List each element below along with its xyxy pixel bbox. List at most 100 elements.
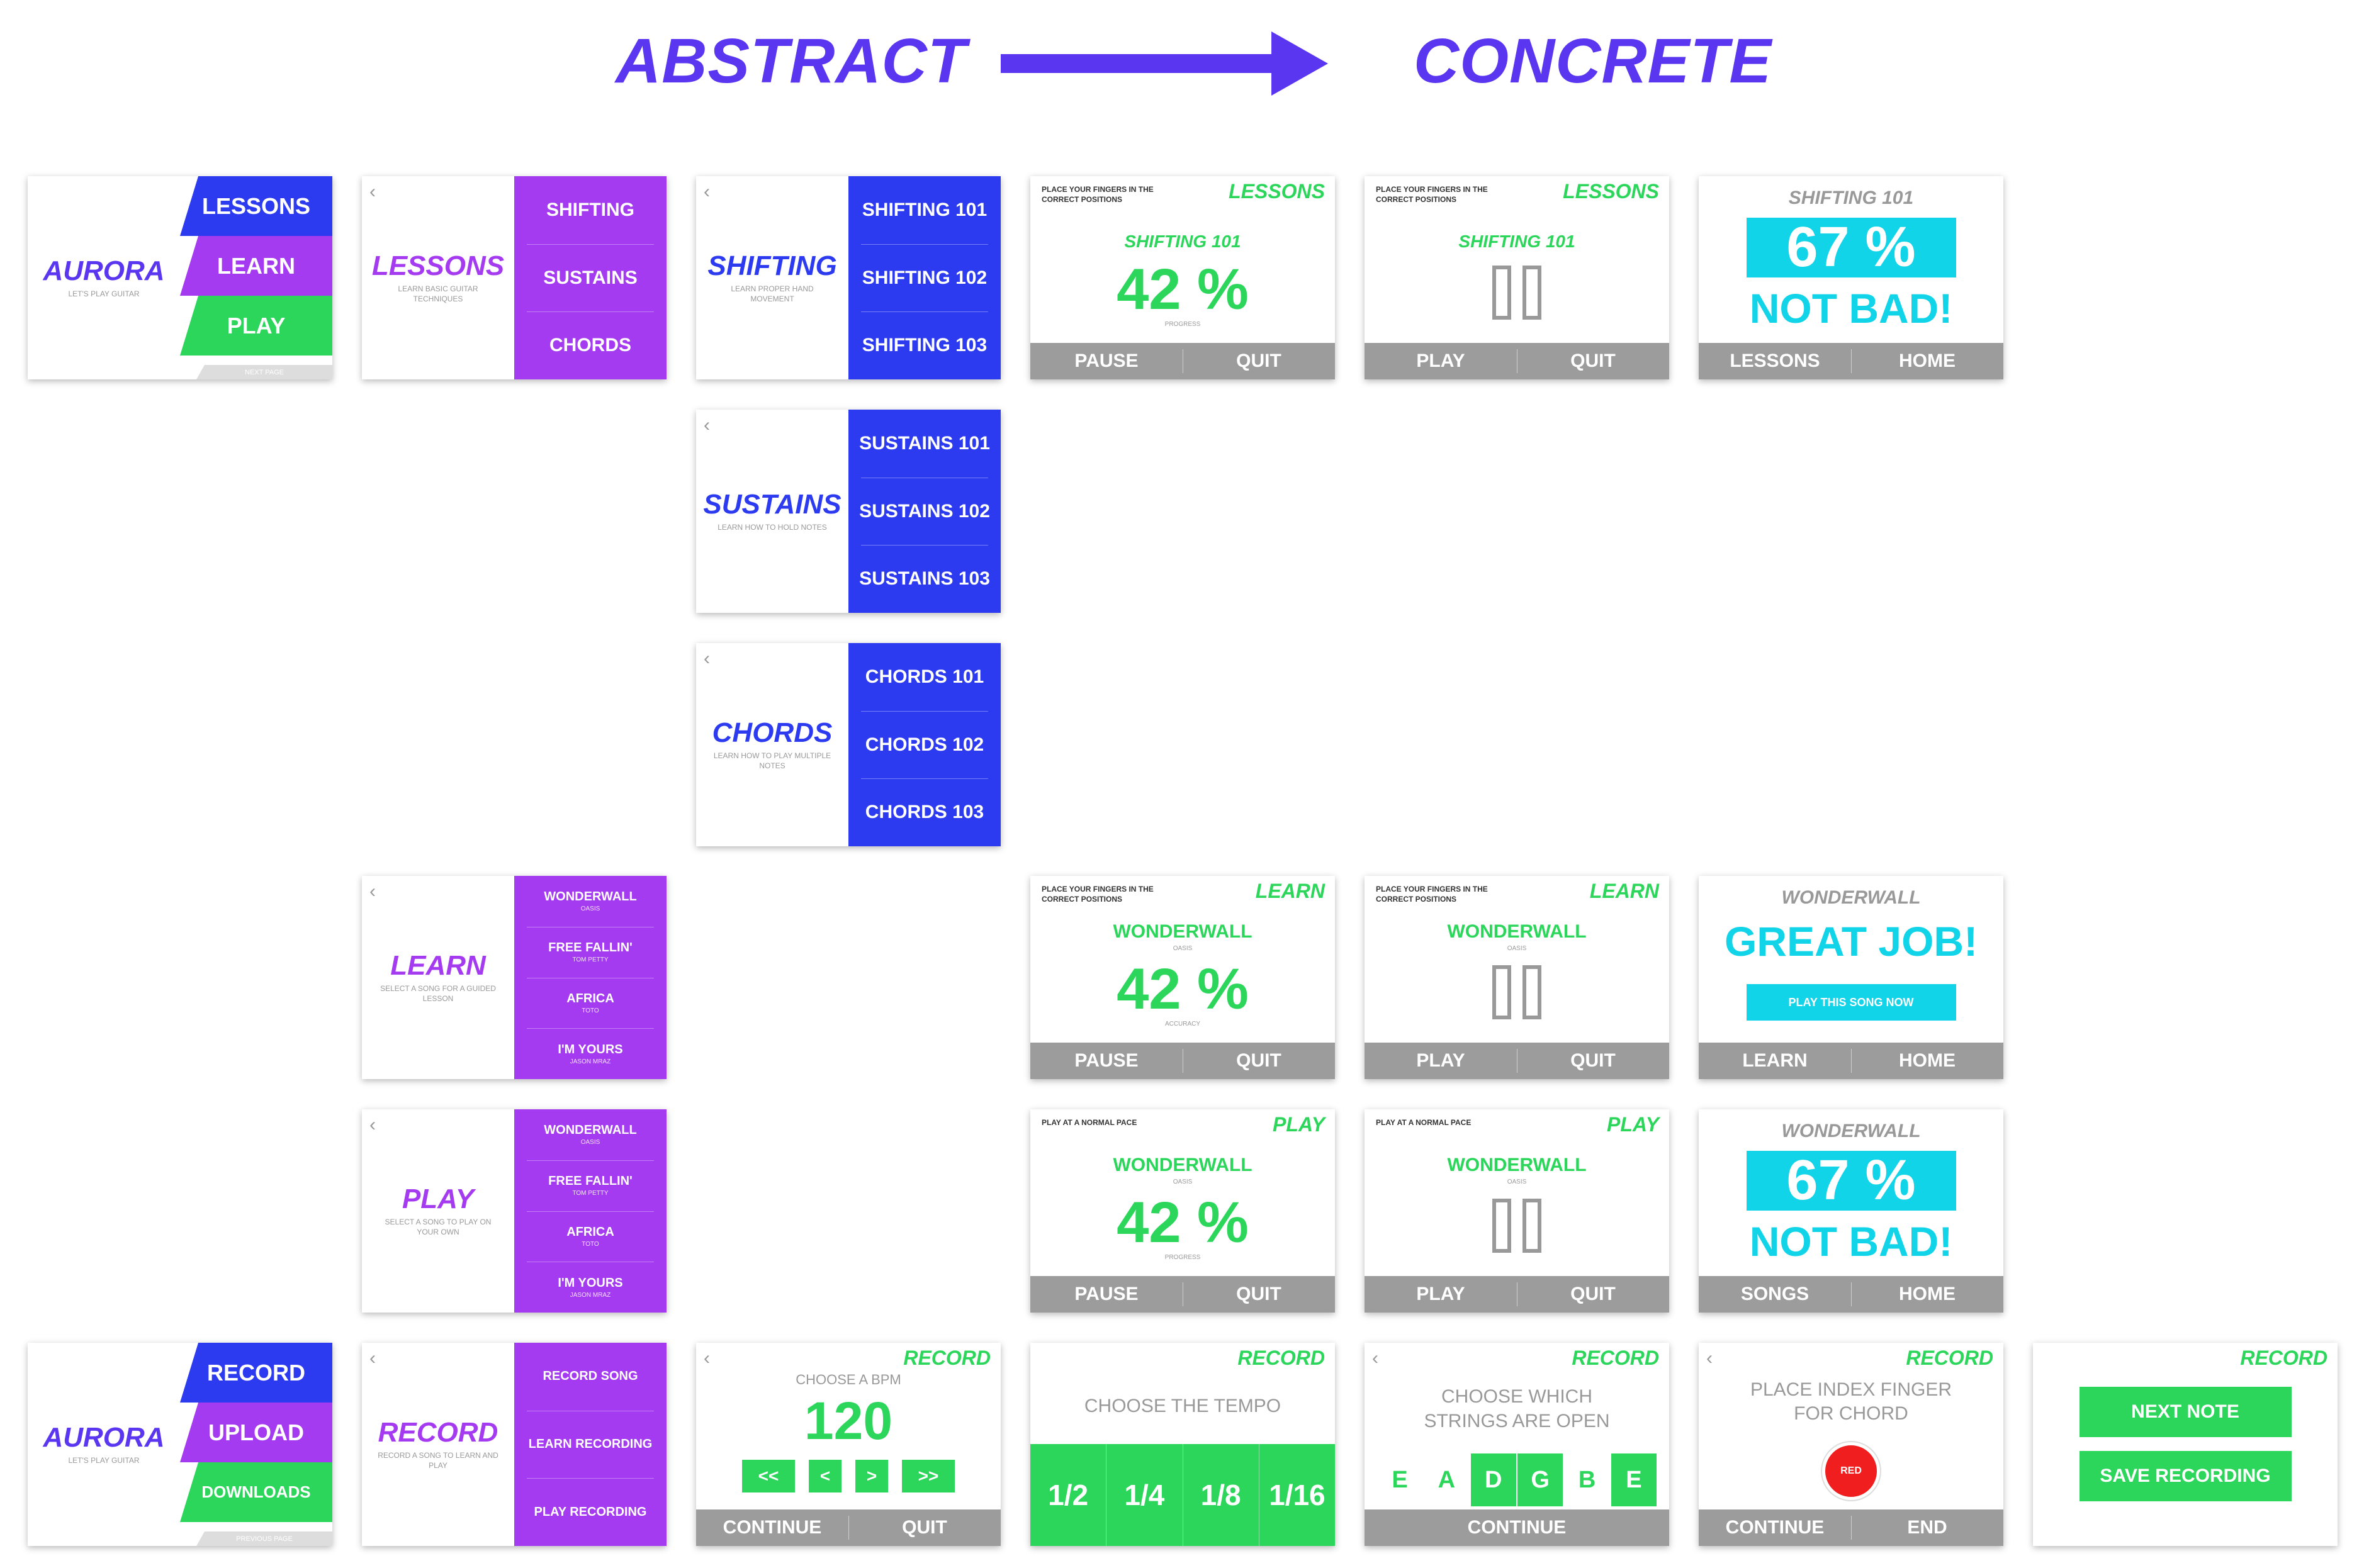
lessons-button[interactable]: LESSONS — [1730, 350, 1820, 371]
pause-button[interactable]: PAUSE — [1074, 1050, 1139, 1071]
fast-back-button[interactable]: << — [742, 1460, 795, 1492]
back-icon[interactable]: ‹ — [704, 1348, 710, 1369]
string-toggle[interactable]: B — [1578, 1466, 1596, 1493]
mode-tag: PLAY — [1607, 1113, 1659, 1136]
menu-item[interactable]: CHORDS 101 — [865, 666, 984, 687]
accuracy-value: 42 % — [1117, 957, 1249, 1021]
menu-item[interactable]: SHIFTING 103 — [848, 311, 1001, 379]
song-item[interactable]: WONDERWALL OASIS — [544, 890, 637, 913]
menu-item-chords[interactable]: CHORDS — [514, 311, 667, 379]
song-item[interactable]: FREE FALLIN' TOM PETTY — [514, 1160, 667, 1211]
play-button[interactable]: PLAY — [180, 296, 332, 356]
quit-button[interactable]: QUIT — [1517, 343, 1669, 379]
song-item[interactable]: AFRICA TOTO — [514, 977, 667, 1029]
quit-button[interactable]: QUIT — [1183, 343, 1335, 379]
menu-item[interactable]: SHIFTING 101 — [862, 199, 988, 220]
previous-page-button[interactable]: PREVIOUS PAGE — [196, 1532, 332, 1546]
string-toggle[interactable]: E — [1611, 1453, 1657, 1506]
song-item[interactable]: FREE FALLIN' TOM PETTY — [514, 926, 667, 978]
back-icon[interactable]: ‹ — [369, 1348, 376, 1369]
instruction-text: PLACE YOUR FINGERS IN THE CORRECT POSITI… — [1376, 885, 1488, 904]
instruction-text: PLAY AT A NORMAL PACE — [1042, 1118, 1137, 1127]
learn-button[interactable]: LEARN — [1742, 1050, 1808, 1071]
play-recording-item[interactable]: PLAY RECORDING — [514, 1478, 667, 1546]
string-toggle[interactable]: A — [1438, 1466, 1456, 1493]
record-button[interactable]: RECORD — [180, 1343, 332, 1403]
lesson-result-screen: SHIFTING 101 67 % NOT BAD! LESSONS HOME — [1699, 176, 2003, 379]
back-icon[interactable]: ‹ — [369, 1114, 376, 1135]
song-item[interactable]: WONDERWALL OASIS — [544, 1123, 637, 1146]
song-item[interactable]: I'M YOURS JASON MRAZ — [514, 1262, 667, 1313]
home-button[interactable]: HOME — [1851, 343, 2003, 379]
upload-button[interactable]: UPLOAD — [180, 1403, 332, 1462]
forward-button[interactable]: > — [855, 1460, 888, 1492]
play-song-button[interactable]: PLAY THIS SONG NOW — [1746, 984, 1956, 1021]
instruction-text: PLACE YOUR FINGERS IN THE CORRECT POSITI… — [1042, 885, 1154, 904]
song-item[interactable]: AFRICA TOTO — [514, 1211, 667, 1262]
aurora-record-screen: AURORA LET'S PLAY GUITAR RECORD UPLOAD DO… — [28, 1343, 332, 1546]
continue-button[interactable]: CONTINUE — [1725, 1517, 1825, 1538]
learn-button[interactable]: LEARN — [180, 236, 332, 296]
back-icon[interactable]: ‹ — [369, 881, 376, 902]
tempo-option[interactable]: 1/8 — [1182, 1444, 1259, 1546]
play-button[interactable]: PLAY — [1416, 350, 1465, 371]
menu-item[interactable]: SUSTAINS 102 — [848, 477, 1001, 546]
finger-dot[interactable]: RED — [1822, 1442, 1880, 1500]
pause-button[interactable]: PAUSE — [1074, 350, 1139, 371]
home-button[interactable]: HOME — [1851, 1276, 2003, 1313]
back-icon[interactable]: ‹ — [704, 415, 710, 435]
tempo-option[interactable]: 1/2 — [1048, 1479, 1089, 1511]
menu-item-shifting[interactable]: SHIFTING — [546, 199, 634, 220]
song-artist: OASIS — [1173, 945, 1193, 952]
back-icon[interactable]: ‹ — [1706, 1348, 1713, 1369]
menu-item-sustains[interactable]: SUSTAINS — [514, 244, 667, 312]
learn-recording-item[interactable]: LEARN RECORDING — [514, 1410, 667, 1479]
string-toggle[interactable]: G — [1517, 1453, 1563, 1506]
tempo-option[interactable]: 1/16 — [1258, 1444, 1335, 1546]
menu-item[interactable]: SUSTAINS 101 — [859, 432, 990, 454]
instruction-text: PLACE YOUR FINGERS IN THE CORRECT POSITI… — [1376, 185, 1488, 204]
next-page-button[interactable]: NEXT PAGE — [196, 365, 332, 379]
lessons-button[interactable]: LESSONS — [180, 176, 332, 236]
menu-item[interactable]: CHORDS 102 — [848, 710, 1001, 779]
quit-button[interactable]: QUIT — [848, 1509, 1001, 1546]
back-icon[interactable]: ‹ — [369, 181, 376, 202]
continue-button[interactable]: CONTINUE — [723, 1517, 822, 1538]
songs-button[interactable]: SONGS — [1740, 1284, 1810, 1304]
continue-button[interactable]: CONTINUE — [1467, 1517, 1567, 1538]
menu-item[interactable]: SUSTAINS 103 — [848, 545, 1001, 613]
progress-label: PROGRESS — [1164, 1254, 1201, 1261]
tempo-option[interactable]: 1/4 — [1106, 1444, 1182, 1546]
play-button[interactable]: PLAY — [1416, 1284, 1465, 1304]
back-icon[interactable]: ‹ — [1372, 1348, 1378, 1369]
record-song-item[interactable]: RECORD SONG — [543, 1369, 638, 1384]
back-icon[interactable]: ‹ — [704, 648, 710, 669]
quit-button[interactable]: QUIT — [1183, 1276, 1335, 1313]
lesson-name: SHIFTING 101 — [1788, 188, 1914, 208]
shifting-menu-screen: ‹ SHIFTING LEARN PROPER HAND MOVEMENT SHI… — [696, 176, 1001, 379]
song-name: WONDERWALL — [1113, 1155, 1252, 1175]
menu-item[interactable]: SHIFTING 102 — [848, 244, 1001, 312]
quit-button[interactable]: QUIT — [1517, 1043, 1669, 1079]
screen-subtitle: LEARN BASIC GUITAR TECHNIQUES — [398, 284, 478, 303]
next-note-button[interactable]: NEXT NOTE — [2079, 1387, 2292, 1437]
menu-item[interactable]: CHORDS 103 — [848, 778, 1001, 846]
pause-button[interactable]: PAUSE — [1074, 1284, 1139, 1304]
end-button[interactable]: END — [1851, 1509, 2003, 1546]
save-recording-button[interactable]: SAVE RECORDING — [2079, 1451, 2292, 1501]
back-button[interactable]: < — [809, 1460, 841, 1492]
home-button[interactable]: HOME — [1851, 1043, 2003, 1079]
quit-button[interactable]: QUIT — [1517, 1276, 1669, 1313]
finger-label: PLACE INDEX FINGER FOR CHORD — [1750, 1379, 1952, 1424]
string-toggle[interactable]: E — [1392, 1466, 1408, 1493]
play-result-screen: WONDERWALL 67 % NOT BAD! SONGS HOME — [1699, 1109, 2003, 1313]
song-item[interactable]: I'M YOURS JASON MRAZ — [514, 1028, 667, 1079]
downloads-button[interactable]: DOWNLOADS — [180, 1462, 332, 1522]
back-icon[interactable]: ‹ — [704, 181, 710, 202]
fast-forward-button[interactable]: >> — [902, 1460, 955, 1492]
quit-button[interactable]: QUIT — [1183, 1043, 1335, 1079]
play-button[interactable]: PLAY — [1416, 1050, 1465, 1071]
string-toggle[interactable]: D — [1470, 1453, 1516, 1506]
